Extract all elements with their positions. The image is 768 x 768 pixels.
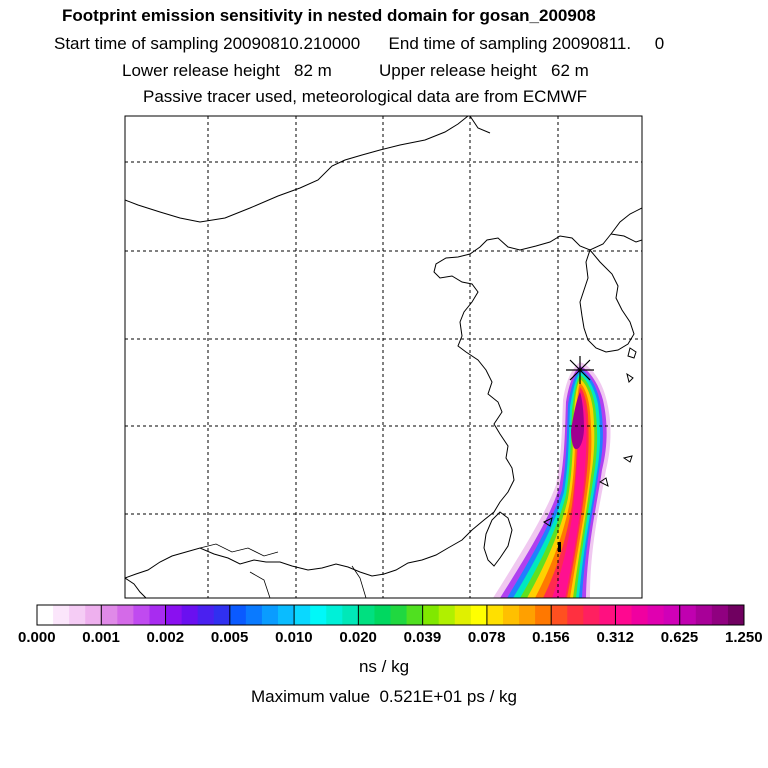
colorbar-cell: [149, 605, 167, 625]
border-vietnam: [249, 571, 271, 598]
colorbar-tick-label: 1.250: [725, 629, 763, 646]
plot-title: Footprint emission sensitivity in nested…: [62, 6, 596, 25]
colorbar-cell: [261, 605, 279, 625]
colorbar-cell: [727, 605, 745, 625]
coast-korea: [579, 248, 635, 353]
border-north: [469, 116, 491, 134]
colorbar-cell: [197, 605, 215, 625]
coast-inner: [199, 543, 279, 557]
coastlines: [125, 116, 642, 598]
map-frame: [124, 115, 643, 599]
colorbar-cell: [181, 605, 199, 625]
colorbar-cell: [229, 605, 247, 625]
colorbar-cell: [615, 605, 633, 625]
receptor-star-icon: [566, 356, 594, 384]
colorbar-cell: [663, 605, 681, 625]
border-mongolia: [125, 116, 469, 223]
colorbar-cell: [551, 605, 568, 625]
sampling-time-line: Start time of sampling 20090810.210000 E…: [54, 34, 665, 53]
coast-taiwan: [483, 511, 513, 567]
maximum-value-label: Maximum value 0.521E+01 ps / kg: [251, 687, 517, 706]
colorbar-cell: [294, 605, 311, 625]
border-laos: [351, 565, 367, 598]
colorbar-cell: [85, 605, 102, 625]
colorbar-cell: [406, 605, 424, 625]
colorbar-cell: [133, 605, 150, 625]
plume-layer-core: [571, 392, 584, 450]
coast-korea-east: [610, 233, 642, 243]
island-2: [626, 372, 634, 383]
colorbar-tick-label: 0.625: [660, 629, 699, 646]
coast-hainan: [125, 577, 147, 598]
colorbar-cell: [470, 605, 488, 625]
colorbar-cell: [535, 605, 552, 625]
colorbar-tick-label: 0.010: [275, 629, 313, 646]
colorbar-tick-label: 0.039: [403, 629, 442, 646]
colorbar-tick-label: 0.078: [467, 629, 506, 646]
gridlines: [125, 116, 642, 598]
island-3: [622, 455, 633, 463]
colorbar-cell: [519, 605, 536, 625]
colorbar-cell: [165, 605, 183, 625]
colorbar-cell: [37, 605, 54, 625]
colorbar-cell: [278, 605, 295, 625]
island-4: [543, 517, 553, 527]
colorbar-tick-label: 0.156: [532, 629, 570, 646]
colorbar-cell: [502, 605, 520, 625]
colorbar-cell: [326, 605, 343, 625]
colorbar-cell: [69, 605, 86, 625]
tracer-info-line: Passive tracer used, meteorological data…: [143, 87, 588, 106]
footprint-plume: [493, 362, 611, 598]
coast-china: [125, 207, 642, 579]
release-height-line: Lower release height 82 m Upper release …: [122, 61, 589, 80]
colorbar-cell: [101, 605, 118, 625]
colorbar-tick-label: 0.005: [210, 629, 249, 646]
colorbar-tick-label: 0.020: [339, 629, 377, 646]
colorbar-cell: [438, 605, 456, 625]
colorbar: [37, 605, 745, 625]
colorbar-tick-label: 0.000: [18, 629, 56, 646]
small-marker: [558, 542, 561, 552]
colorbar-dividers: [100, 605, 681, 625]
colorbar-cell: [213, 605, 231, 625]
colorbar-cell: [117, 605, 134, 625]
colorbar-frame: [36, 604, 745, 626]
colorbar-cell: [245, 605, 263, 625]
colorbar-tick-label: 0.002: [146, 629, 185, 646]
colorbar-cell: [599, 605, 616, 625]
island-1: [627, 347, 637, 359]
colorbar-unit-label: ns / kg: [358, 657, 410, 676]
map-content: [125, 116, 642, 598]
colorbar-cell: [53, 605, 70, 625]
colorbar-tick-label: 0.001: [82, 629, 120, 646]
colorbar-cell: [631, 605, 649, 625]
colorbar-cell: [679, 605, 697, 625]
colorbar-cell: [486, 605, 504, 625]
island-5: [599, 477, 609, 487]
colorbar-cell: [390, 605, 408, 625]
colorbar-cell: [695, 605, 713, 625]
colorbar-cell: [422, 605, 440, 625]
colorbar-cell: [647, 605, 665, 625]
colorbar-cell: [358, 605, 375, 625]
colorbar-cell: [583, 605, 600, 625]
colorbar-cell: [374, 605, 391, 625]
colorbar-cell: [711, 605, 729, 625]
colorbar-cell: [454, 605, 472, 625]
colorbar-cell: [310, 605, 327, 625]
colorbar-cell: [342, 605, 359, 625]
colorbar-tick-label: 0.312: [596, 629, 634, 646]
colorbar-cell: [567, 605, 584, 625]
